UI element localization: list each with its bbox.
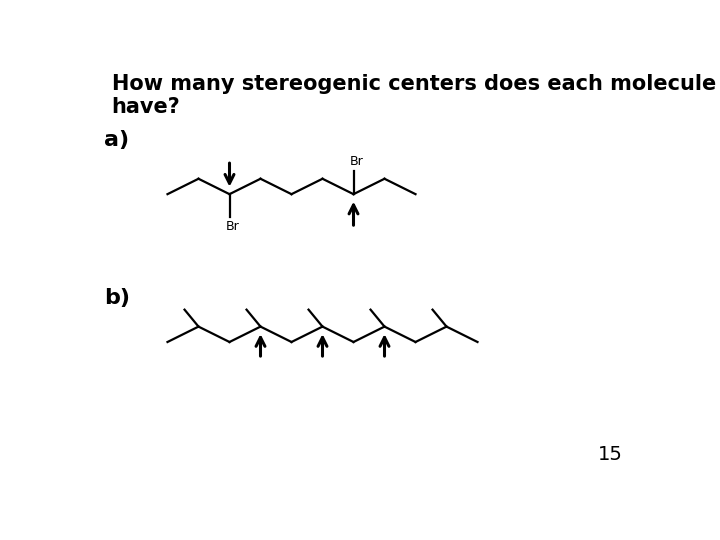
Text: Br: Br [225, 220, 239, 233]
Text: 15: 15 [598, 444, 623, 464]
Text: b): b) [104, 288, 130, 308]
Text: How many stereogenic centers does each molecule: How many stereogenic centers does each m… [112, 74, 716, 94]
Text: have?: have? [112, 97, 181, 117]
Text: a): a) [104, 130, 129, 150]
Text: Br: Br [350, 155, 364, 168]
